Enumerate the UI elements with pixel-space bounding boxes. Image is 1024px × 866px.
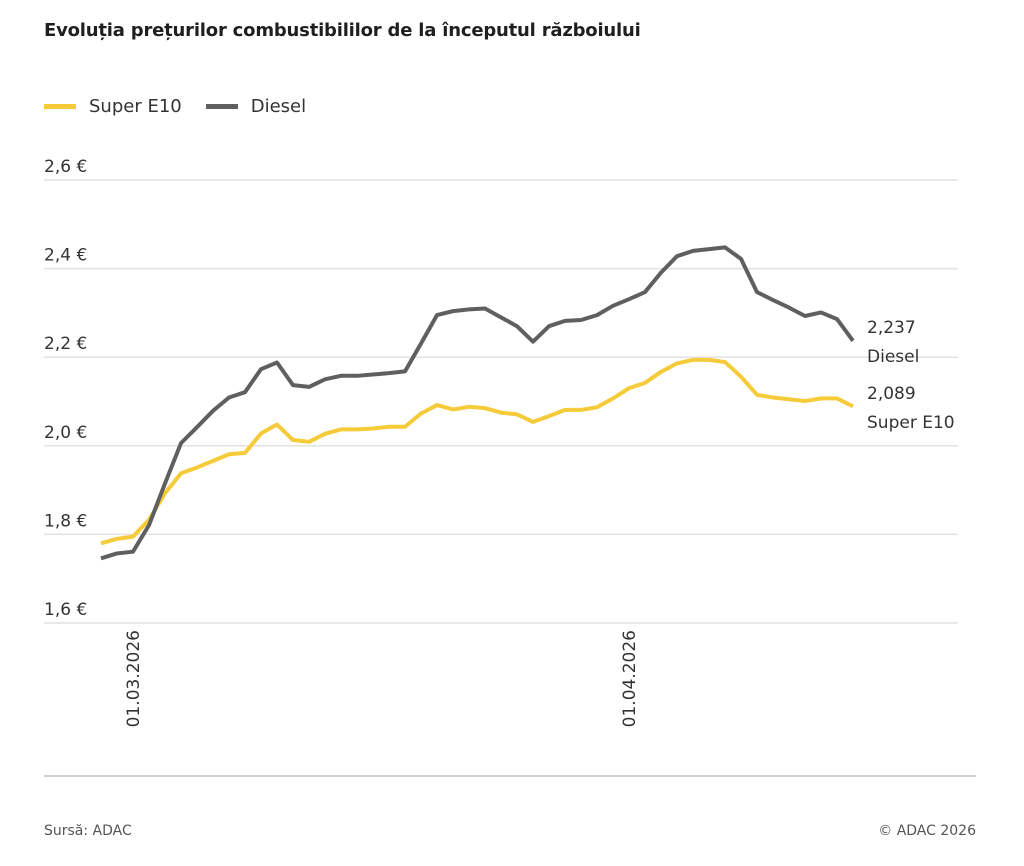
- source-note: Sursă: ADAC: [44, 823, 132, 839]
- x-tick-label: 01.03.2026: [124, 630, 144, 727]
- y-tick-label: 2,6 €: [44, 157, 87, 177]
- series-line-diesel: [100, 245, 855, 561]
- series-line-super-e10: [100, 357, 854, 546]
- footer-divider: [44, 775, 976, 777]
- end-series-label: Diesel: [867, 347, 919, 367]
- end-value-label: 2,089: [867, 384, 916, 404]
- legend: Super E10 Diesel: [44, 96, 330, 117]
- y-tick-label: 2,4 €: [44, 246, 87, 266]
- legend-swatch-super-e10: [44, 104, 76, 109]
- x-tick-label: 01.04.2026: [620, 630, 640, 727]
- y-tick-label: 2,2 €: [44, 334, 87, 354]
- y-tick-label: 1,6 €: [44, 600, 87, 620]
- legend-label-super-e10: Super E10: [89, 96, 182, 117]
- end-series-label: Super E10: [867, 413, 955, 433]
- legend-item-diesel: Diesel: [205, 96, 307, 117]
- chart-title: Evoluția prețurilor combustibililor de l…: [44, 20, 641, 41]
- legend-item-super-e10: Super E10: [44, 96, 182, 117]
- y-tick-label: 2,0 €: [44, 423, 87, 443]
- legend-swatch-diesel: [205, 104, 238, 109]
- copyright-note: © ADAC 2026: [878, 823, 976, 839]
- end-value-label: 2,237: [867, 318, 916, 338]
- y-tick-label: 1,8 €: [44, 511, 87, 531]
- legend-label-diesel: Diesel: [250, 96, 307, 117]
